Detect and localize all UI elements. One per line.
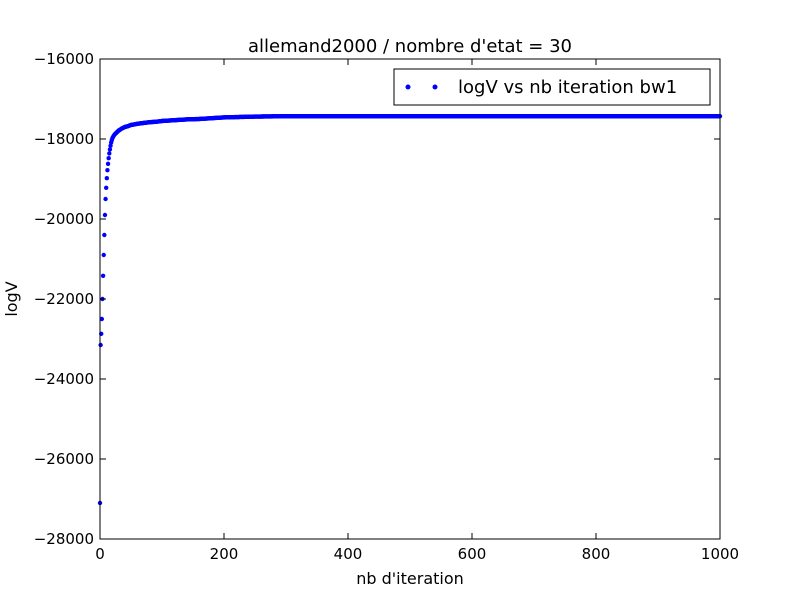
- y-tick-label: −16000: [34, 50, 94, 68]
- data-point: [100, 273, 106, 278]
- y-tick-label: −26000: [34, 450, 94, 468]
- y-tick-label: −28000: [34, 530, 94, 548]
- y-axis: −28000 −26000 −24000 −22000 −20000 −18000 −160…: [34, 50, 720, 548]
- series-layer: [97, 114, 723, 506]
- x-tick-label: 0: [95, 545, 105, 563]
- data-point: [99, 316, 105, 322]
- data-point: [104, 185, 109, 190]
- legend: logV vs nb iteration bw1: [393, 68, 711, 106]
- x-tick-label: 200: [210, 545, 239, 563]
- legend-box: [393, 68, 711, 106]
- data-point: [107, 151, 112, 156]
- y-tick-label: −22000: [34, 290, 94, 308]
- plot-area: [97, 58, 723, 540]
- legend-label: logV vs nb iteration bw1: [458, 77, 677, 98]
- data-point: [105, 161, 111, 166]
- data-point: [103, 196, 108, 202]
- plot-background: [100, 59, 720, 539]
- data-point: [106, 156, 111, 161]
- data-point: [105, 168, 110, 173]
- y-axis-label: logV: [2, 281, 21, 316]
- data-point: [98, 342, 103, 348]
- data-point: [101, 252, 106, 258]
- y-tick-label: −18000: [34, 130, 94, 148]
- legend-marker-dot: [405, 84, 411, 90]
- x-axis: 0 200 400 600 800 1000: [95, 59, 739, 563]
- chart-title: allemand2000 / nombre d'etat = 30: [248, 36, 572, 57]
- data-point: [102, 232, 107, 238]
- data-point: [102, 212, 108, 218]
- x-tick-label: 600: [458, 545, 487, 563]
- data-point: [107, 147, 113, 152]
- data-point: [104, 176, 110, 181]
- x-tick-label: 1000: [701, 545, 739, 563]
- y-tick-label: −20000: [34, 210, 94, 228]
- x-tick-label: 400: [334, 545, 363, 563]
- x-tick-label: 800: [582, 545, 611, 563]
- x-axis-label: nb d'iteration: [356, 569, 464, 588]
- legend-marker-dot: [432, 84, 438, 90]
- y-tick-label: −24000: [34, 370, 94, 388]
